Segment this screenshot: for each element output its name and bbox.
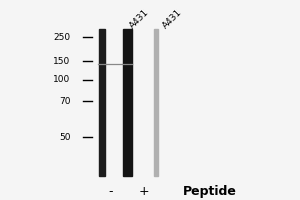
Text: A431: A431 (128, 8, 150, 31)
Text: 100: 100 (53, 75, 70, 84)
Text: +: + (139, 185, 149, 198)
Text: -: - (109, 185, 113, 198)
Bar (154, 29, 158, 176)
Bar (123, 29, 132, 176)
Text: 70: 70 (59, 97, 70, 106)
Text: 50: 50 (59, 132, 70, 142)
Text: Peptide: Peptide (183, 185, 237, 198)
Text: 150: 150 (53, 56, 70, 66)
Text: A431: A431 (160, 8, 183, 31)
Text: 250: 250 (53, 32, 70, 42)
Bar (99, 29, 105, 176)
